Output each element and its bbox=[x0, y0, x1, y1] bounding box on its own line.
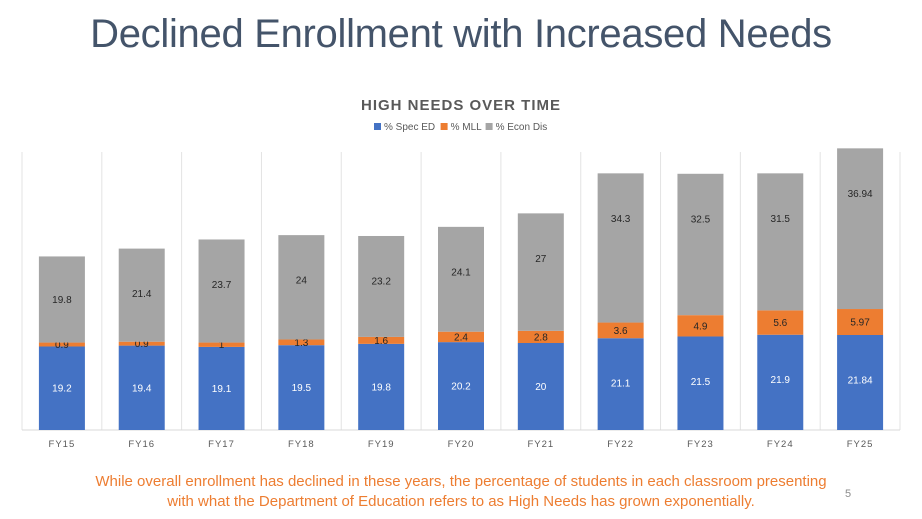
x-tick-label: FY21 bbox=[527, 439, 554, 450]
x-tick-label: FY20 bbox=[448, 439, 475, 450]
bar-segment-econ-dis-fy20 bbox=[438, 226, 484, 332]
x-tick-label: FY23 bbox=[687, 439, 714, 450]
bar-segment-spec-ed-fy21 bbox=[517, 343, 564, 430]
data-label: 24 bbox=[296, 276, 308, 287]
page-number: 5 bbox=[845, 488, 852, 500]
chart-title: HIGH NEEDS OVER TIME bbox=[361, 97, 561, 114]
bar-segment-mll-fy18 bbox=[278, 339, 325, 346]
bar-segment-econ-dis-fy24 bbox=[757, 173, 804, 311]
data-label: 36.94 bbox=[848, 189, 873, 200]
data-label: 27 bbox=[535, 254, 547, 265]
chart-bars: 19.2 0.9 19.8 19.4 0.9 21.4 19.1 1 23.7 19.5 1.3 24… bbox=[38, 148, 884, 430]
legend-swatch bbox=[485, 123, 493, 130]
bar-segment-econ-dis-fy23 bbox=[677, 173, 724, 316]
bar-segment-spec-ed-fy19 bbox=[358, 343, 405, 430]
bar-segment-spec-ed-fy22 bbox=[597, 338, 644, 430]
x-tick-label: FY15 bbox=[49, 439, 76, 450]
data-label: 2.8 bbox=[534, 332, 548, 343]
bar-segment-econ-dis-fy25 bbox=[837, 148, 884, 310]
data-label: 19.1 bbox=[212, 384, 232, 395]
legend-swatch bbox=[374, 123, 381, 130]
bar-segment-mll-fy22 bbox=[597, 322, 644, 339]
bar-segment-econ-dis-fy17 bbox=[198, 239, 245, 343]
legend-label: % Econ Dis bbox=[496, 122, 548, 133]
legend-label: % Spec ED bbox=[384, 122, 435, 133]
data-label: 1.6 bbox=[374, 336, 388, 347]
bar-segment-mll-fy25 bbox=[837, 309, 884, 335]
data-label: 4.9 bbox=[694, 321, 708, 332]
chart-gridlines bbox=[21, 152, 901, 431]
x-tick-label: FY17 bbox=[208, 439, 235, 450]
data-label: 0.9 bbox=[55, 340, 69, 351]
data-label: 19.8 bbox=[52, 295, 72, 306]
caption-line-2: with what the Department of Education re… bbox=[167, 493, 755, 510]
data-label: 21.9 bbox=[771, 375, 791, 386]
bar-segment-mll-fy19 bbox=[358, 336, 405, 344]
data-label: 31.5 bbox=[771, 214, 791, 225]
bar-segment-spec-ed-fy25 bbox=[837, 334, 884, 430]
data-label: 19.4 bbox=[132, 383, 152, 394]
high-needs-chart: HIGH NEEDS OVER TIME % Spec ED % MLL % Eco… bbox=[21, 97, 901, 450]
bar-segment-mll-fy23 bbox=[677, 315, 724, 337]
legend-label: % MLL bbox=[451, 122, 483, 133]
data-label: 19.2 bbox=[52, 384, 72, 395]
x-tick-label: FY16 bbox=[128, 439, 155, 450]
data-label: 2.4 bbox=[454, 332, 468, 343]
x-tick-label: FY22 bbox=[607, 439, 634, 450]
slide-caption: While overall enrollment has declined in… bbox=[40, 472, 882, 512]
data-label: 5.6 bbox=[773, 318, 787, 329]
bar-segment-econ-dis-fy21 bbox=[517, 213, 564, 331]
bar-segment-spec-ed-fy17 bbox=[198, 346, 245, 430]
data-label: 21.84 bbox=[848, 375, 873, 386]
bar-segment-econ-dis-fy18 bbox=[278, 235, 325, 340]
bar-segment-mll-fy21 bbox=[517, 330, 564, 343]
chart-legend: % Spec ED % MLL % Econ Dis bbox=[374, 122, 547, 133]
bar-segment-spec-ed-fy24 bbox=[757, 334, 804, 430]
bar-segment-spec-ed-fy20 bbox=[438, 342, 484, 430]
caption-line-1: While overall enrollment has declined in… bbox=[95, 473, 827, 490]
data-label: 23.2 bbox=[371, 276, 391, 287]
bar-segment-spec-ed-fy18 bbox=[278, 345, 325, 430]
data-label: 5.97 bbox=[850, 318, 870, 329]
data-label: 21.1 bbox=[611, 379, 631, 390]
data-label: 1 bbox=[219, 340, 225, 351]
bar-segment-econ-dis-fy19 bbox=[358, 235, 405, 337]
bar-segment-mll-fy17 bbox=[198, 342, 245, 347]
data-label: 19.8 bbox=[371, 382, 391, 393]
bar-segment-mll-fy20 bbox=[438, 331, 484, 343]
data-label: 24.1 bbox=[451, 267, 471, 278]
bar-segment-spec-ed-fy23 bbox=[677, 336, 724, 430]
bar-segment-econ-dis-fy22 bbox=[597, 173, 644, 323]
x-axis: FY15 FY16 FY17 FY18 FY19 FY20 FY21 FY22 FY23 FY24… bbox=[49, 439, 874, 450]
x-tick-label: FY25 bbox=[847, 439, 874, 450]
data-label: 19.5 bbox=[292, 383, 312, 394]
legend-swatch bbox=[440, 123, 448, 130]
data-label: 20.2 bbox=[451, 382, 471, 393]
bar-segment-econ-dis-fy16 bbox=[118, 248, 165, 342]
bar-segment-spec-ed-fy15 bbox=[38, 346, 85, 430]
data-label: 34.3 bbox=[611, 214, 631, 225]
bar-segment-mll-fy24 bbox=[757, 310, 804, 335]
x-tick-label: FY18 bbox=[288, 439, 315, 450]
data-label: 32.5 bbox=[691, 214, 711, 225]
x-tick-label: FY24 bbox=[767, 439, 794, 450]
bar-segment-spec-ed-fy16 bbox=[118, 345, 165, 430]
data-label: 20 bbox=[535, 382, 547, 393]
bar-segment-econ-dis-fy15 bbox=[38, 256, 85, 343]
data-label: 0.9 bbox=[135, 339, 149, 350]
bar-segment-mll-fy16 bbox=[118, 341, 165, 346]
data-label: 3.6 bbox=[614, 326, 628, 337]
slide-title: Declined Enrollment with Increased Needs bbox=[90, 12, 832, 56]
x-tick-label: FY19 bbox=[368, 439, 395, 450]
data-label: 23.7 bbox=[212, 280, 232, 291]
data-label: 21.5 bbox=[691, 377, 711, 388]
data-label: 1.3 bbox=[294, 338, 308, 349]
bar-segment-mll-fy15 bbox=[38, 342, 85, 347]
data-label: 21.4 bbox=[132, 289, 152, 300]
